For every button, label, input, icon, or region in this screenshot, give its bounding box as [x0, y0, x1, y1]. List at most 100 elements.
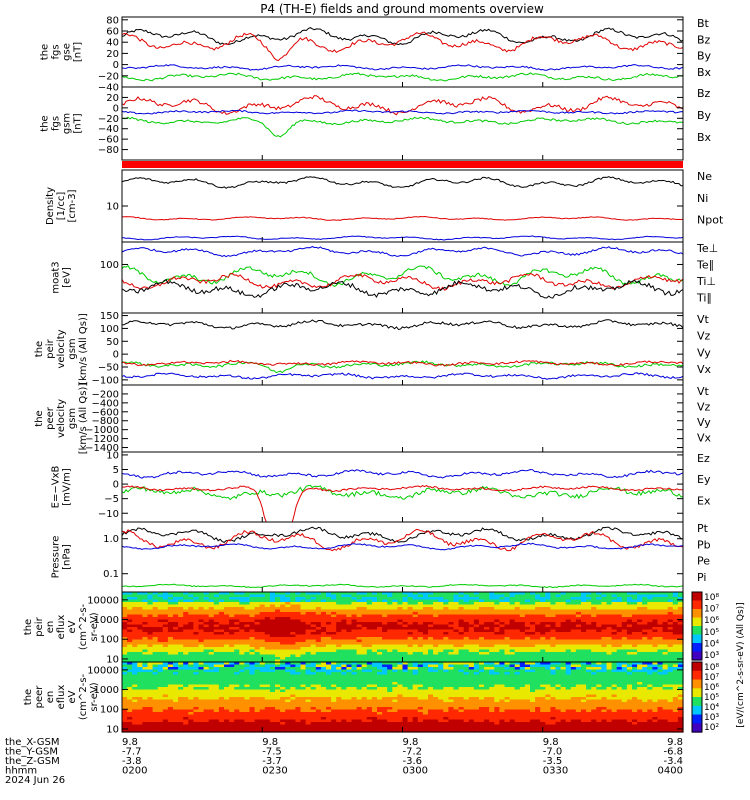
spectrogram-cell: [361, 642, 368, 646]
spectrogram-cell: [305, 727, 312, 731]
spectrogram-cell: [280, 692, 286, 696]
spectrogram-cell: [137, 617, 143, 621]
spectrogram-cell: [224, 657, 230, 661]
spectrogram-cell: [167, 717, 174, 721]
spectrogram-cell: [162, 729, 169, 733]
spectrogram-cell: [208, 664, 215, 668]
spectrogram-cell: [157, 707, 164, 711]
spectrogram-cell: [341, 644, 347, 648]
spectrogram-cell: [652, 607, 659, 611]
y-axis-label: moat3 [eV]: [51, 261, 73, 293]
spectrogram-cell: [147, 717, 154, 721]
spectrogram-cell: [295, 692, 302, 696]
spectrogram-cell: [422, 617, 429, 621]
spectrogram-cell: [213, 692, 220, 696]
spectrogram-cell: [259, 599, 266, 603]
spectrogram-cell: [596, 599, 602, 603]
spectrogram-cell: [310, 627, 317, 631]
spectrogram-cell: [606, 614, 613, 618]
spectrogram-cell: [142, 657, 149, 661]
spectrogram-cell: [157, 644, 164, 648]
spectrogram-cell: [315, 647, 322, 651]
spectrogram-cell: [218, 634, 225, 638]
spectrogram-cell: [366, 599, 373, 603]
spectrogram-cell: [606, 632, 613, 636]
spectrogram-cell: [591, 602, 597, 606]
spectrogram-cell: [127, 699, 133, 703]
spectrogram-cell: [596, 622, 602, 626]
spectrogram-cell: [239, 717, 245, 721]
spectrogram-cell: [341, 689, 347, 693]
spectrogram-cell: [249, 724, 256, 728]
spectrogram-cell: [193, 689, 200, 693]
spectrogram-cell: [596, 604, 602, 608]
spectrogram-cell: [647, 602, 653, 606]
spectrogram-cell: [320, 657, 327, 661]
spectrogram-cell: [254, 617, 261, 621]
spectrogram-cell: [596, 657, 602, 661]
spectrogram-cell: [326, 692, 332, 696]
spectrogram-cell: [336, 672, 342, 676]
spectrogram-cell: [249, 677, 256, 681]
spectrogram-cell: [285, 612, 291, 616]
spectrogram-cell: [657, 619, 664, 623]
spectrogram-cell: [132, 602, 138, 606]
spectrogram-cell: [555, 639, 562, 643]
spectrogram-cell: [295, 599, 302, 603]
spectrogram-cell: [611, 607, 618, 611]
spectrogram-cell: [137, 709, 143, 713]
spectrogram-cell: [213, 694, 220, 698]
spectrogram-cell: [173, 617, 179, 621]
spectrogram-cell: [326, 597, 332, 601]
spectrogram-cell: [295, 617, 302, 621]
spectrogram-cell: [122, 724, 128, 728]
spectrogram-cell: [269, 617, 276, 621]
spectrogram-cell: [280, 722, 286, 726]
spectrogram-cell: [499, 602, 506, 606]
spectrogram-cell: [188, 652, 194, 656]
spectrogram-cell: [356, 594, 363, 598]
spectrogram-cell: [530, 624, 536, 628]
spectrogram-cell: [611, 619, 618, 623]
spectrogram-cell: [346, 602, 353, 606]
spectrogram-cell: [453, 639, 460, 643]
spectrogram-cell: [142, 689, 149, 693]
spectrogram-cell: [208, 634, 215, 638]
spectrogram-cell: [224, 604, 230, 608]
series-line-Vt: [122, 319, 684, 331]
spectrogram-cell: [167, 692, 174, 696]
y-tick-label: 60: [106, 27, 119, 38]
spectrogram-cell: [188, 729, 194, 733]
spectrogram-cell: [336, 654, 342, 658]
spectrogram-cell: [489, 644, 495, 648]
spectrogram-cell: [535, 624, 541, 628]
spectrogram-cell: [356, 637, 363, 641]
spectrogram-cell: [351, 602, 358, 606]
spectrogram-cell: [346, 604, 353, 608]
spectrogram-cell: [473, 599, 480, 603]
spectrogram-cell: [183, 689, 189, 693]
spectrogram-cell: [387, 719, 393, 723]
spectrogram-cell: [285, 624, 291, 628]
spectrogram-cell: [198, 692, 205, 696]
spectrogram-cell: [662, 644, 669, 648]
spectrogram-cell: [407, 624, 414, 628]
spectrogram-cell: [224, 612, 230, 616]
spectrogram-cell: [239, 667, 245, 671]
spectrogram-cell: [402, 632, 409, 636]
spectrogram-cell: [331, 699, 337, 703]
spectrogram-cell: [300, 727, 307, 731]
spectrogram-cell: [162, 667, 169, 671]
spectrogram-cell: [178, 719, 184, 723]
spectrogram-cell: [198, 609, 205, 613]
spectrogram-cell: [371, 614, 378, 618]
spectrogram-cell: [132, 662, 138, 666]
spectrogram-cell: [504, 617, 511, 621]
spectrogram-cell: [473, 612, 480, 616]
spectrogram-cell: [448, 632, 455, 636]
spectrogram-cell: [208, 669, 215, 673]
spectrogram-cell: [504, 634, 511, 638]
spectrogram-cell: [606, 592, 613, 596]
spectrogram-cell: [530, 617, 536, 621]
spectrogram-cell: [509, 614, 516, 618]
